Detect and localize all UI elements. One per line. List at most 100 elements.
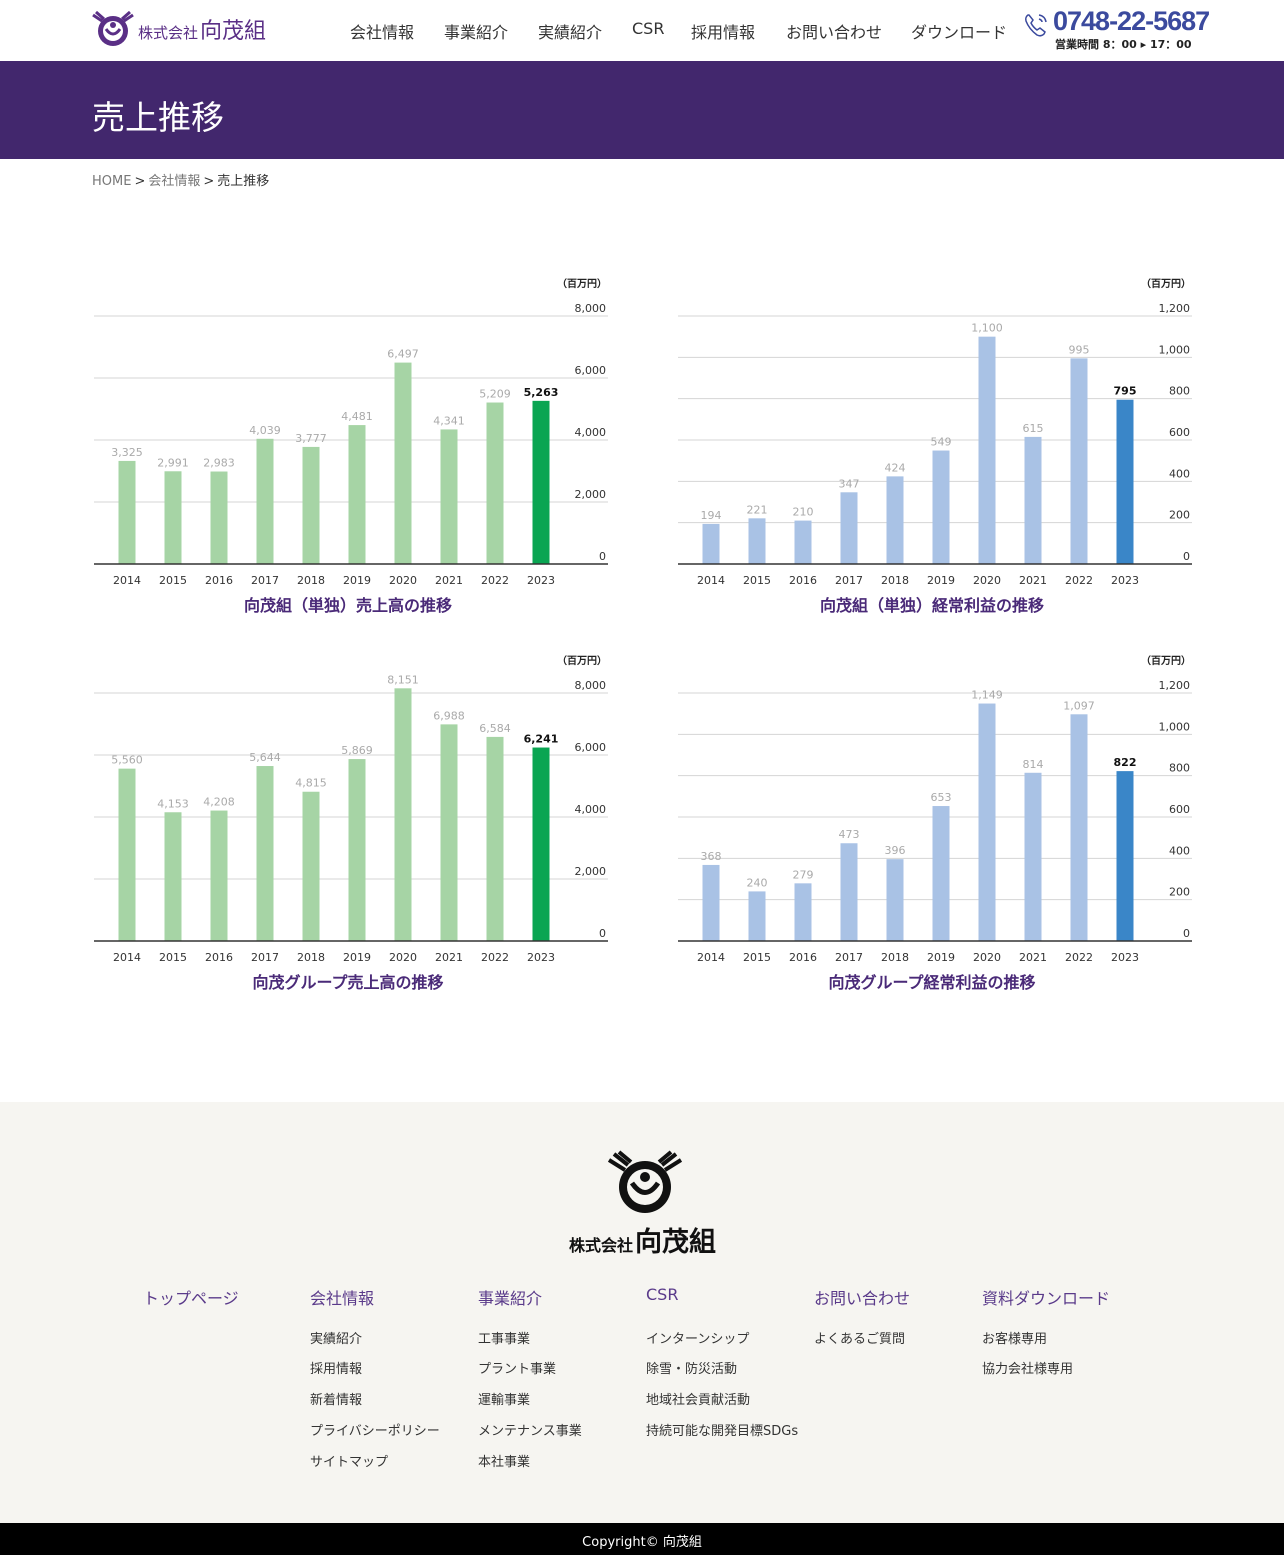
bar-value-label: 424 [885,461,906,474]
footer-link-internship[interactable]: インターンシップ [646,1332,750,1347]
chart-bar [932,806,950,941]
footer-link-csr[interactable]: CSR [646,1285,679,1304]
x-tick-label: 2018 [881,951,909,964]
bar-value-label: 5,560 [111,754,143,767]
chart-bar [348,759,366,941]
footer-link-community[interactable]: 地域社会貢献活動 [646,1393,751,1408]
footer-col-company: 会社情報 実績紹介 採用情報 新着情報 プライバシーポリシー サイトマップ [310,1285,470,1485]
copyright-text: Copyright© 向茂組 [582,1535,702,1550]
y-tick-label: 200 [1169,886,1190,899]
nav-results[interactable]: 実績紹介 [538,23,603,42]
footer-link-plant[interactable]: プラント事業 [478,1362,557,1377]
nav-business[interactable]: 事業紹介 [444,23,509,42]
chart-bar [210,810,228,941]
chart-standalone-sales: （百万円） 0 2,000 4,000 6,000 8,000 3,325 2014 2,991… [88,274,608,634]
breadcrumb-separator: > [134,174,146,189]
y-tick-label: 2,000 [575,488,607,501]
footer-link-recruit[interactable]: 採用情報 [310,1362,363,1377]
footer-link-download[interactable]: 資料ダウンロード [982,1289,1111,1308]
bar-value-label: 5,644 [249,751,281,764]
chart-bar [440,429,458,564]
x-tick-label: 2016 [789,574,817,587]
x-tick-label: 2019 [343,574,371,587]
footer-link-results[interactable]: 実績紹介 [310,1332,363,1347]
breadcrumb-current: 売上推移 [217,174,270,189]
x-tick-label: 2022 [481,574,509,587]
bar-value-label: 194 [701,509,722,522]
nav-csr[interactable]: CSR [632,19,665,38]
chart-bar [394,688,412,941]
y-tick-label: 400 [1169,467,1190,480]
footer-link-partner[interactable]: 協力会社様専用 [982,1362,1074,1377]
x-tick-label: 2014 [113,951,141,964]
x-tick-label: 2019 [343,951,371,964]
footer-link-sdgs[interactable]: 持続可能な開発目標SDGs [646,1424,799,1439]
nav-recruit[interactable]: 採用情報 [691,23,756,42]
chart-bar [394,362,412,564]
x-tick-label: 2014 [113,574,141,587]
bar-value-label: 4,208 [203,796,235,809]
footer-link-privacy[interactable]: プライバシーポリシー [310,1424,440,1439]
footer-link-faq[interactable]: よくあるご質問 [814,1332,906,1347]
y-tick-label: 4,000 [575,803,607,816]
chart-bar [1024,772,1042,941]
footer-link-disaster[interactable]: 除雪・防災活動 [646,1362,738,1377]
chart-bar [1070,714,1088,941]
footer-link-sitemap[interactable]: サイトマップ [310,1455,389,1470]
footer-link-transport[interactable]: 運輸事業 [478,1393,531,1408]
breadcrumb-home[interactable]: HOME [92,174,132,189]
chart-bar [978,703,996,941]
chart-title: 向茂グループ経常利益の推移 [828,973,1036,992]
bar-value-label: 8,151 [387,673,419,686]
breadcrumb-company[interactable]: 会社情報 [148,174,201,189]
bar-value-label: 5,209 [479,388,511,401]
footer-col-top: トップページ [143,1285,239,1309]
chart-group-profit: （百万円） 0 200 400 600 800 1,000 1,200 368 2014 240 20… [672,651,1192,1011]
chart-title: 向茂組（単独）売上高の推移 [243,596,452,615]
x-tick-label: 2014 [697,574,725,587]
chart-title: 向茂グループ売上高の推移 [252,973,444,992]
x-tick-label: 2023 [1111,574,1139,587]
y-tick-label: 1,000 [1159,343,1191,356]
nav-contact[interactable]: お問い合わせ [786,23,883,42]
footer-logo-prefix: 株式会社 [568,1236,633,1255]
site-logo[interactable]: 株式会社 向茂組 [90,8,280,50]
y-tick-label: 600 [1169,426,1190,439]
footer-link-top[interactable]: トップページ [143,1289,239,1308]
chart-bar [978,336,996,564]
chart-standalone-sales-plot: （百万円） 0 2,000 4,000 6,000 8,000 3,325 2014 2,991… [94,277,608,587]
chart-bar [348,425,366,564]
footer-link-news[interactable]: 新着情報 [310,1393,363,1408]
bar-value-label: 6,497 [387,348,419,361]
footer-link-headoffice[interactable]: 本社事業 [478,1455,531,1470]
chart-group-sales-plot: （百万円） 0 2,000 4,000 6,000 8,000 5,560 2014 4,153… [94,654,608,964]
phone-contact[interactable]: 0748-22-5687 営業時間 8：00 ▸ 17：00 [1020,6,1210,52]
chart-bar [302,446,320,564]
footer-link-maintenance[interactable]: メンテナンス事業 [478,1424,582,1439]
chart-bar [794,520,812,564]
footer-logo-name: 向茂組 [635,1227,716,1258]
x-tick-label: 2016 [205,951,233,964]
page-title: 売上推移 [92,98,224,137]
footer-link-company[interactable]: 会社情報 [310,1289,375,1308]
x-tick-label: 2015 [159,574,187,587]
footer-col-csr: CSR インターンシップ 除雪・防災活動 地域社会貢献活動 持続可能な開発目標S… [646,1285,806,1485]
footer-link-business[interactable]: 事業紹介 [478,1289,543,1308]
footer-link-customer[interactable]: お客様専用 [982,1332,1048,1347]
chart-bar [532,400,550,564]
nav-download[interactable]: ダウンロード [911,23,1008,42]
footer-logo[interactable]: 株式会社 向茂組 [555,1150,730,1258]
x-tick-label: 2023 [1111,951,1139,964]
bar-value-label: 6,988 [433,709,465,722]
bar-value-label: 4,039 [249,424,281,437]
footer-link-construction[interactable]: 工事事業 [478,1332,531,1347]
bar-value-label: 347 [839,477,860,490]
y-tick-label: 800 [1169,385,1190,398]
footer-link-contact[interactable]: お問い合わせ [814,1289,911,1308]
copyright-bar: Copyright© 向茂組 [0,1523,1284,1555]
bar-value-label: 6,241 [524,733,559,746]
nav-company[interactable]: 会社情報 [350,23,415,42]
footer-col-contact: お問い合わせ よくあるご質問 [814,1285,974,1485]
x-tick-label: 2016 [205,574,233,587]
y-tick-label: 8,000 [575,679,607,692]
